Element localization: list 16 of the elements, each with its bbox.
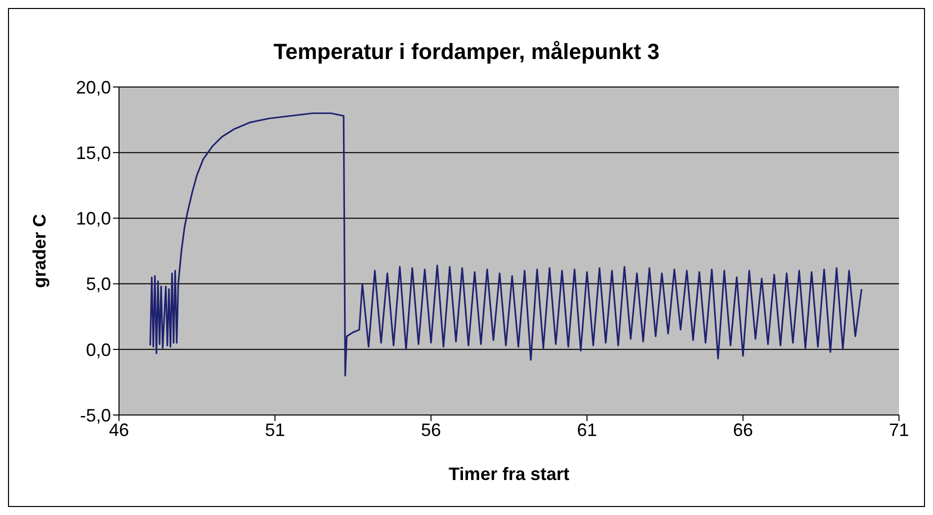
y-tick-label: 20,0 [76,77,111,98]
y-axis-title: grader C [29,214,50,288]
line-series [149,112,862,376]
chart-title: Temperatur i fordamper, målepunkt 3 [272,39,660,65]
x-tick-label: 46 [108,420,130,440]
y-tick-label: 5,0 [86,274,111,294]
x-tick-label: 66 [732,420,754,440]
y-tick-label: 15,0 [76,142,111,163]
x-axis-title: Timer fra start [448,464,570,484]
y-tick-label: -5,0 [80,405,111,426]
y-tick-label: 0,0 [86,340,111,360]
x-tick-label: 51 [264,420,286,440]
x-tick-label: 56 [420,420,442,440]
y-tick-label: 10,0 [76,208,111,229]
x-tick-label: 71 [888,420,910,440]
x-tick-label: 61 [576,420,598,440]
